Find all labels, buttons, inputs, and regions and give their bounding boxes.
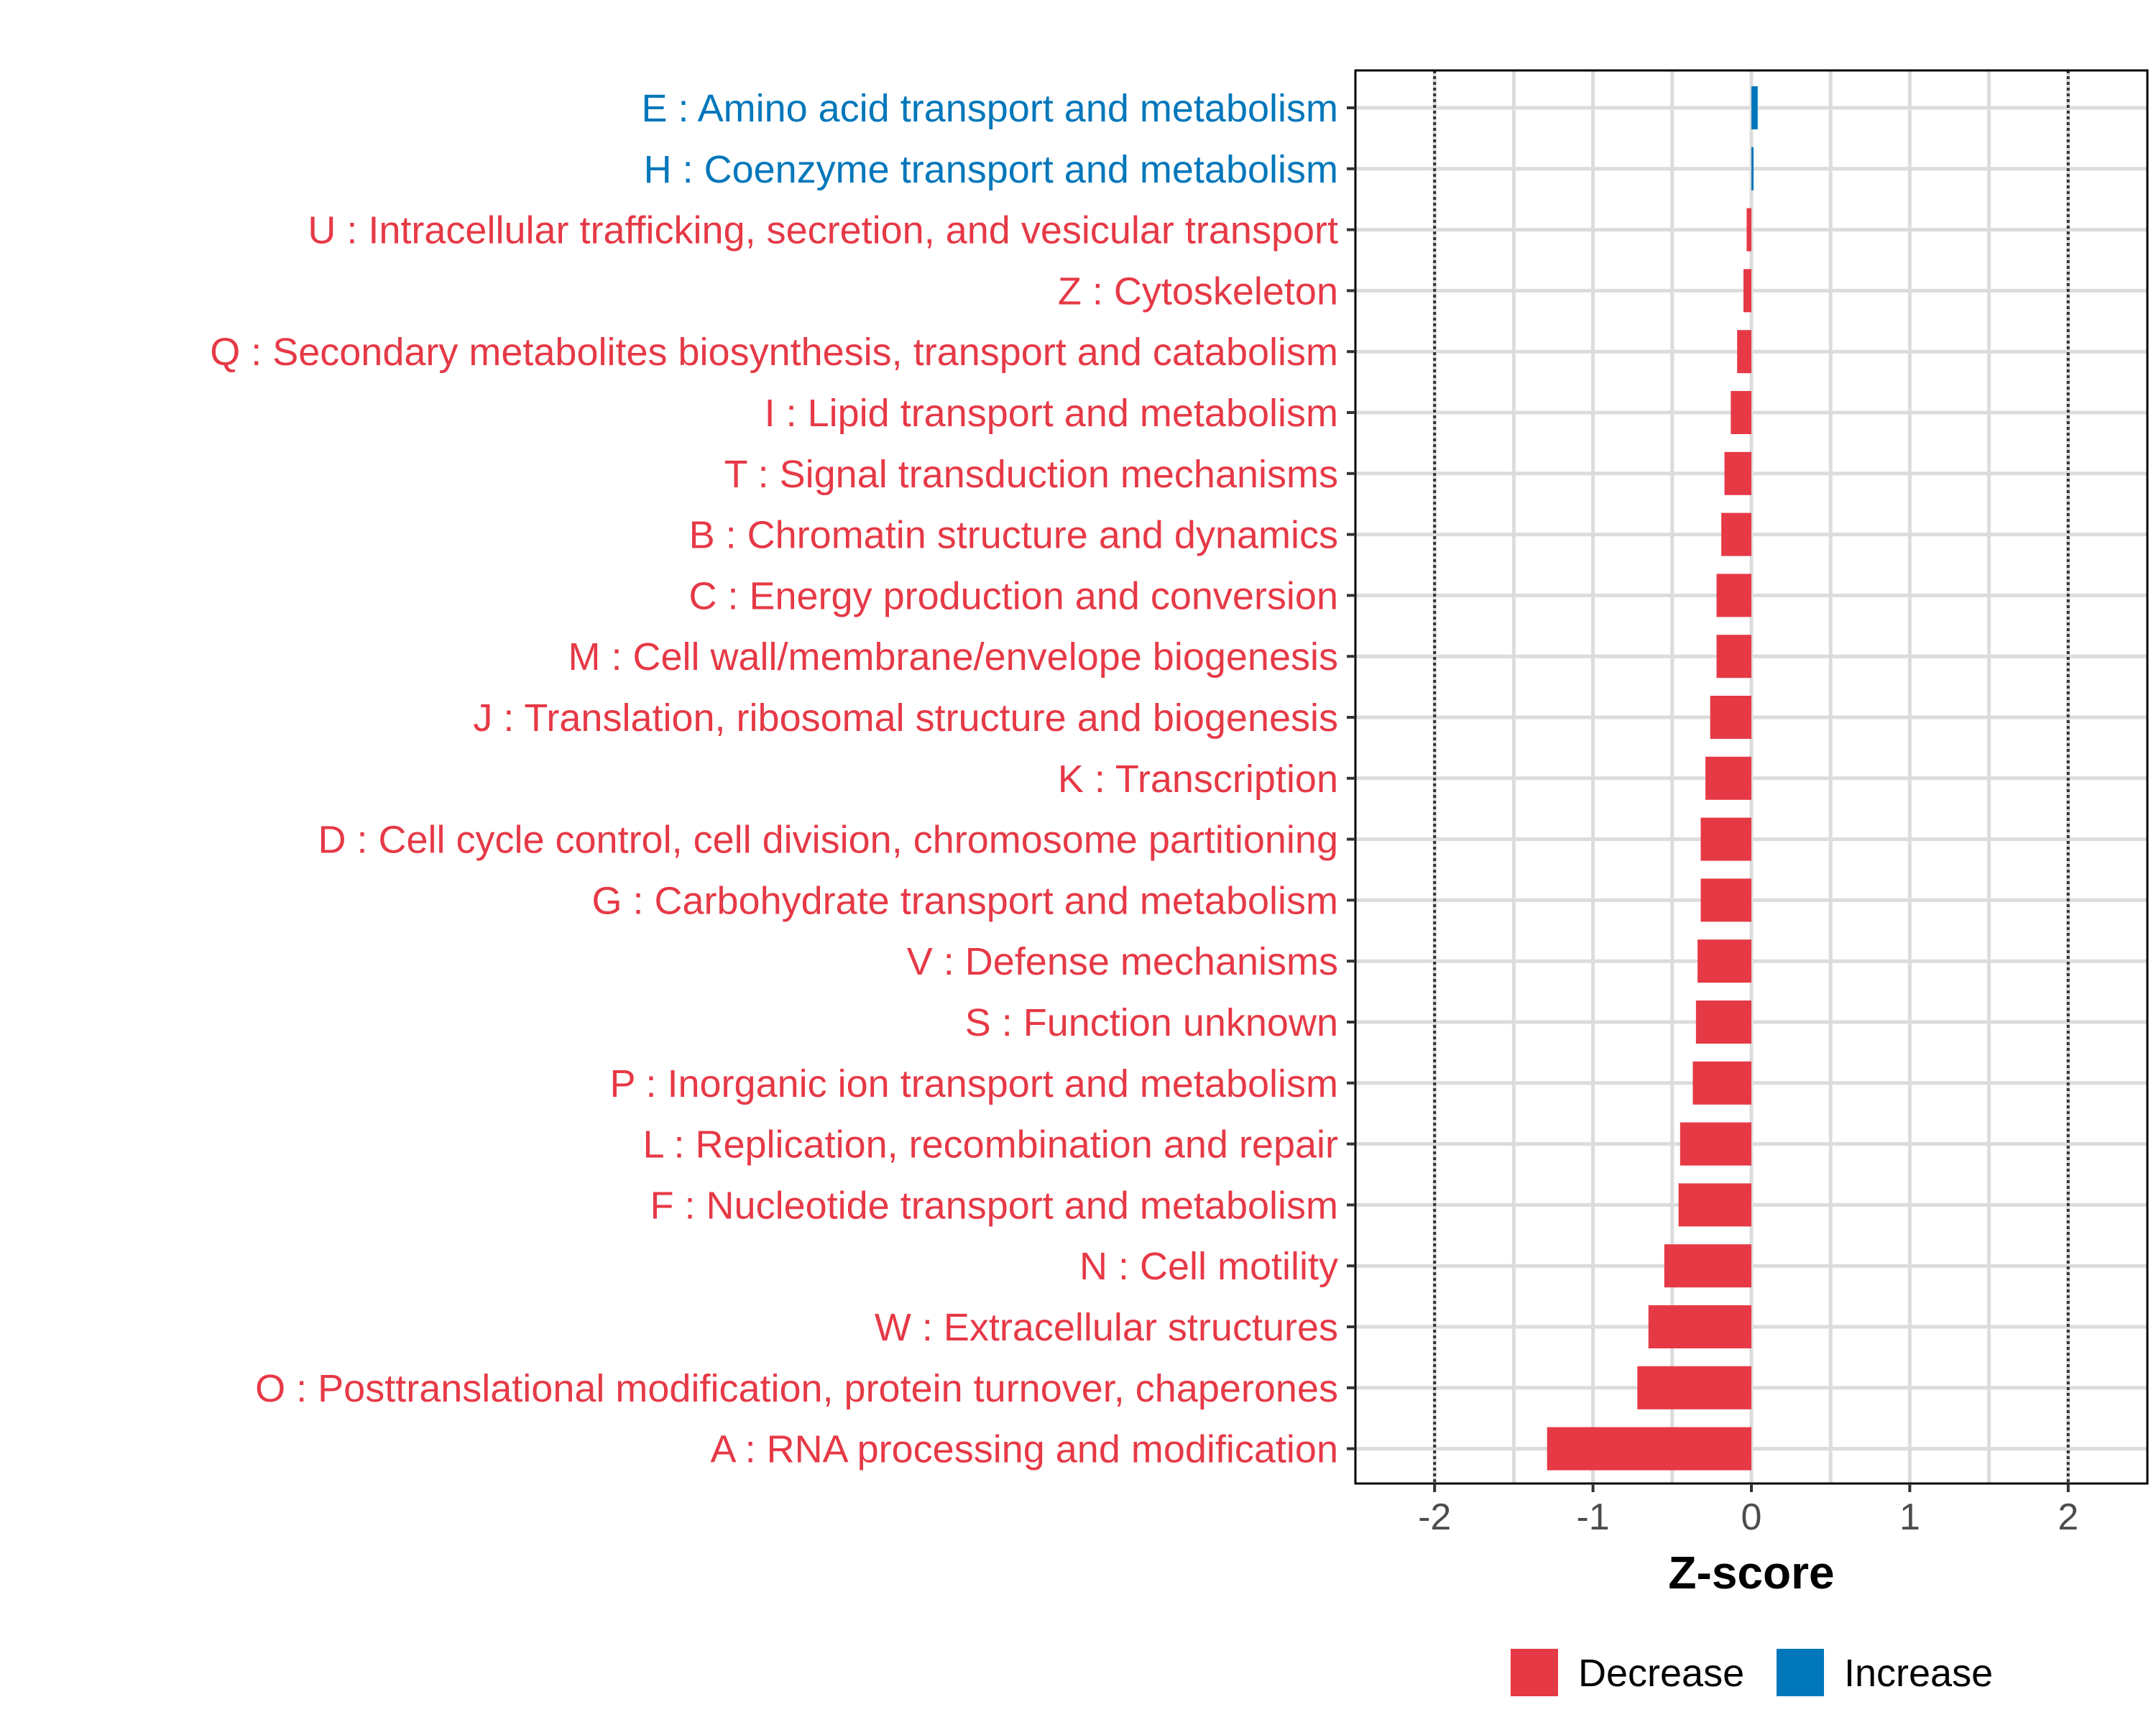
category-label: U : Intracellular trafficking, secretion… bbox=[308, 209, 1338, 252]
increase-legend-label: Increase bbox=[1844, 1652, 1993, 1695]
category-label: K : Transcription bbox=[1058, 758, 1338, 801]
category-label: H : Coenzyme transport and metabolism bbox=[644, 148, 1338, 191]
bar bbox=[1700, 878, 1751, 922]
x-tick-label: -1 bbox=[1576, 1496, 1609, 1538]
x-tick-label: 1 bbox=[1899, 1496, 1920, 1538]
bar bbox=[1737, 330, 1751, 374]
bar bbox=[1680, 1122, 1751, 1166]
bar bbox=[1637, 1366, 1751, 1409]
bar bbox=[1695, 1000, 1751, 1044]
bar bbox=[1716, 574, 1751, 617]
decrease-legend-label: Decrease bbox=[1578, 1652, 1744, 1695]
x-axis-title: Z-score bbox=[1668, 1547, 1834, 1598]
bars bbox=[1547, 86, 1758, 1471]
category-label: P : Inorganic ion transport and metaboli… bbox=[609, 1062, 1338, 1105]
x-tick-label: -2 bbox=[1418, 1496, 1451, 1538]
category-label: S : Function unknown bbox=[965, 1001, 1338, 1044]
category-label: W : Extracellular structures bbox=[875, 1306, 1338, 1349]
category-label: Z : Cytoskeleton bbox=[1058, 270, 1338, 313]
category-label: A : RNA processing and modification bbox=[711, 1428, 1338, 1471]
category-label: I : Lipid transport and metabolism bbox=[765, 392, 1338, 435]
x-tick-label: 2 bbox=[2058, 1496, 2078, 1538]
decrease-legend-swatch bbox=[1511, 1649, 1558, 1696]
bar bbox=[1705, 756, 1751, 800]
bar bbox=[1731, 391, 1751, 434]
bar bbox=[1721, 512, 1751, 556]
category-label: G : Carbohydrate transport and metabolis… bbox=[592, 879, 1339, 922]
x-tick-label: 0 bbox=[1741, 1496, 1762, 1538]
category-label: Q : Secondary metabolites biosynthesis, … bbox=[210, 331, 1338, 374]
bar bbox=[1710, 696, 1751, 739]
bar bbox=[1700, 817, 1751, 861]
category-label: C : Energy production and conversion bbox=[688, 574, 1338, 617]
bar bbox=[1692, 1061, 1751, 1105]
category-label: L : Replication, recombination and repai… bbox=[642, 1123, 1338, 1167]
category-label: E : Amino acid transport and metabolism bbox=[642, 87, 1338, 130]
bar bbox=[1547, 1427, 1751, 1471]
category-label: O : Posttranslational modification, prot… bbox=[255, 1367, 1338, 1410]
bar bbox=[1678, 1183, 1751, 1227]
x-axis: -2 -1 0 1 2 bbox=[1418, 1484, 2078, 1538]
category-label: J : Translation, ribosomal structure and… bbox=[473, 696, 1338, 740]
increase-legend-swatch bbox=[1777, 1649, 1824, 1696]
bar bbox=[1724, 451, 1751, 495]
category-label: D : Cell cycle control, cell division, c… bbox=[318, 819, 1338, 862]
category-label: F : Nucleotide transport and metabolism bbox=[650, 1184, 1338, 1227]
category-label: N : Cell motility bbox=[1079, 1245, 1338, 1288]
bar bbox=[1751, 86, 1758, 129]
bar bbox=[1743, 269, 1751, 313]
legend: Decrease Increase bbox=[1511, 1649, 1993, 1696]
bar bbox=[1664, 1244, 1751, 1288]
category-label: B : Chromatin structure and dynamics bbox=[689, 514, 1338, 557]
category-label: V : Defense mechanisms bbox=[907, 940, 1338, 983]
category-labels: E : Amino acid transport and metabolism H… bbox=[210, 87, 1355, 1471]
bar bbox=[1746, 208, 1751, 252]
bar bbox=[1751, 147, 1754, 190]
bar bbox=[1648, 1305, 1751, 1348]
category-label: M : Cell wall/membrane/envelope biogenes… bbox=[568, 635, 1338, 678]
bar bbox=[1716, 635, 1751, 678]
category-label: T : Signal transduction mechanisms bbox=[724, 453, 1338, 496]
bar bbox=[1697, 939, 1751, 983]
